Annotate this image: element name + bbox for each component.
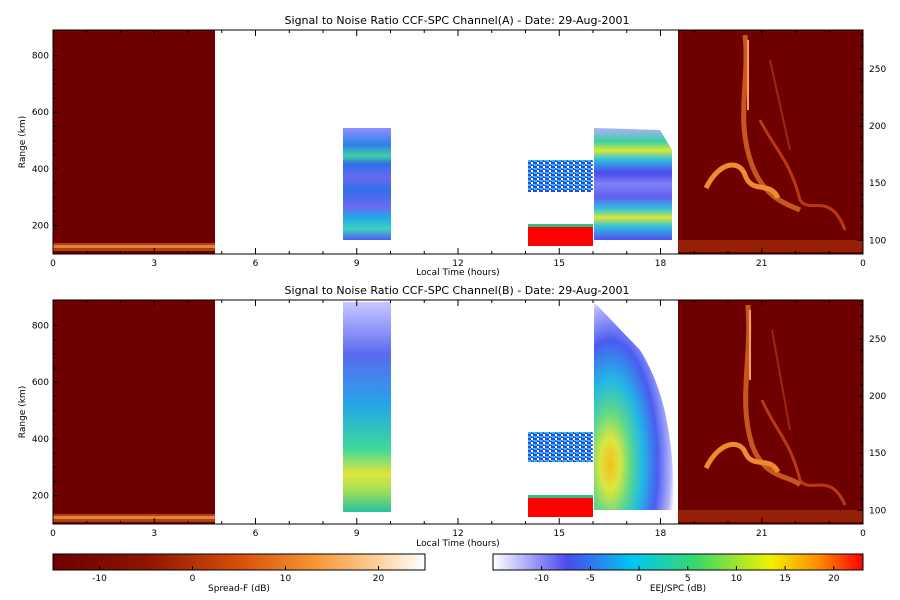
axes-b-y-ticks: 200 400 600 800 (32, 322, 59, 502)
colorbar-eej-ticks: -10 -5 0 5 10 15 20 (534, 566, 840, 584)
x-tick-label: 0 (50, 259, 56, 269)
colorbar-tick-label: -10 (92, 574, 107, 584)
x-tick-label: 12 (452, 259, 463, 269)
y-tick-label: 200 (32, 492, 49, 502)
colorbar-tick-label: 15 (779, 574, 790, 584)
colorbar-tick-label: -10 (534, 574, 549, 584)
heatmap-b-night-region (53, 300, 215, 524)
colorbar-tick-label: 20 (828, 574, 840, 584)
heatmap-a-region-1700 (594, 128, 672, 240)
y2-tick-label: 100 (869, 236, 886, 246)
x-tick-label: 12 (452, 529, 463, 539)
y2-tick-label: 200 (869, 122, 886, 132)
colorbar-tick-label: -5 (586, 574, 595, 584)
y-tick-label: 600 (32, 378, 49, 388)
colorbar-eej-gradient (492, 553, 864, 571)
heatmap-b-patch-1500 (528, 432, 593, 462)
heatmap-b-region-1700 (594, 302, 674, 510)
heatmap-b-region-0900 (343, 302, 391, 512)
y-tick-label: 800 (32, 322, 49, 332)
axes-a-xlabel: Local Time (hours) (416, 268, 499, 278)
x-tick-label: 21 (756, 259, 767, 269)
colorbar-tick-label: 0 (636, 574, 642, 584)
heatmap-a-region-0900 (343, 128, 391, 240)
x-tick-label: 6 (253, 259, 259, 269)
x-tick-label: 3 (151, 259, 157, 269)
y2-tick-label: 100 (869, 506, 886, 516)
x-tick-label: 21 (756, 529, 767, 539)
heatmap-a-spread-f-plumes (678, 34, 863, 252)
heatmap-a-spread-f-region (678, 30, 863, 254)
heatmap-b-strong-band-1500 (528, 495, 593, 517)
colorbar-eej-label: EEJ/SPC (dB) (650, 584, 706, 594)
axes-b-x-ticks: 0 3 6 9 12 15 18 21 0 (50, 300, 866, 539)
axes-b-y2-ticks: 100 150 200 250 (857, 304, 886, 516)
y2-tick-label: 200 (869, 392, 886, 402)
colorbar-tick-label: 10 (731, 574, 743, 584)
x-tick-label: 9 (354, 529, 360, 539)
y-tick-label: 400 (32, 165, 49, 175)
y2-tick-label: 150 (869, 449, 886, 459)
heatmap-a-patch-1500 (528, 160, 593, 192)
heatmap-a-night-region (53, 30, 215, 254)
x-tick-label: 0 (50, 529, 56, 539)
panel-b: Signal to Noise Ratio CCF-SPC Channel(B)… (18, 284, 886, 549)
y-tick-label: 400 (32, 435, 49, 445)
colorbar-tick-label: 5 (685, 574, 691, 584)
colorbar-tick-label: 20 (373, 574, 385, 584)
heatmap-a (53, 30, 863, 254)
x-tick-label: 0 (860, 529, 866, 539)
colorbar-spread-f: -10 0 10 20 Spread-F (dB) (52, 553, 426, 594)
axes-a-y-ticks: 200 400 600 800 (32, 52, 59, 232)
colorbar-spread-f-ticks: -10 0 10 20 (92, 566, 384, 584)
axes-a-y2-ticks: 100 150 200 250 (857, 34, 886, 246)
y-tick-label: 800 (32, 52, 49, 62)
panel-b-title: Signal to Noise Ratio CCF-SPC Channel(B)… (285, 284, 630, 297)
x-tick-label: 3 (151, 529, 157, 539)
axes-a-ylabel: Range (km) (18, 116, 28, 168)
colorbar-eej: -10 -5 0 5 10 15 20 EEJ/SPC (dB) (492, 553, 864, 594)
x-tick-label: 18 (655, 259, 667, 269)
x-tick-label: 18 (655, 529, 667, 539)
colorbar-tick-label: 10 (280, 574, 292, 584)
y-tick-label: 600 (32, 108, 49, 118)
heatmap-a-strong-band-1500 (528, 224, 593, 246)
x-tick-label: 0 (860, 259, 866, 269)
x-tick-label: 6 (253, 529, 259, 539)
y2-tick-label: 250 (869, 65, 886, 75)
axes-b-ylabel: Range (km) (18, 386, 28, 438)
x-tick-label: 15 (554, 529, 565, 539)
panel-a-title: Signal to Noise Ratio CCF-SPC Channel(A)… (285, 14, 630, 27)
x-tick-label: 15 (554, 259, 565, 269)
axes-b-xlabel: Local Time (hours) (416, 539, 499, 549)
panel-a: Signal to Noise Ratio CCF-SPC Channel(A)… (18, 14, 886, 278)
colorbar-spread-f-gradient (52, 553, 426, 571)
heatmap-b (53, 300, 863, 524)
y2-tick-label: 150 (869, 179, 886, 189)
colorbar-tick-label: 0 (190, 574, 196, 584)
axes-a-x-ticks: 0 3 6 9 12 15 18 21 0 (50, 30, 866, 269)
colorbar-spread-f-label: Spread-F (dB) (208, 584, 270, 594)
x-tick-label: 9 (354, 259, 360, 269)
y2-tick-label: 250 (869, 335, 886, 345)
y-tick-label: 200 (32, 222, 49, 232)
heatmap-b-spread-f-plumes (678, 304, 863, 522)
